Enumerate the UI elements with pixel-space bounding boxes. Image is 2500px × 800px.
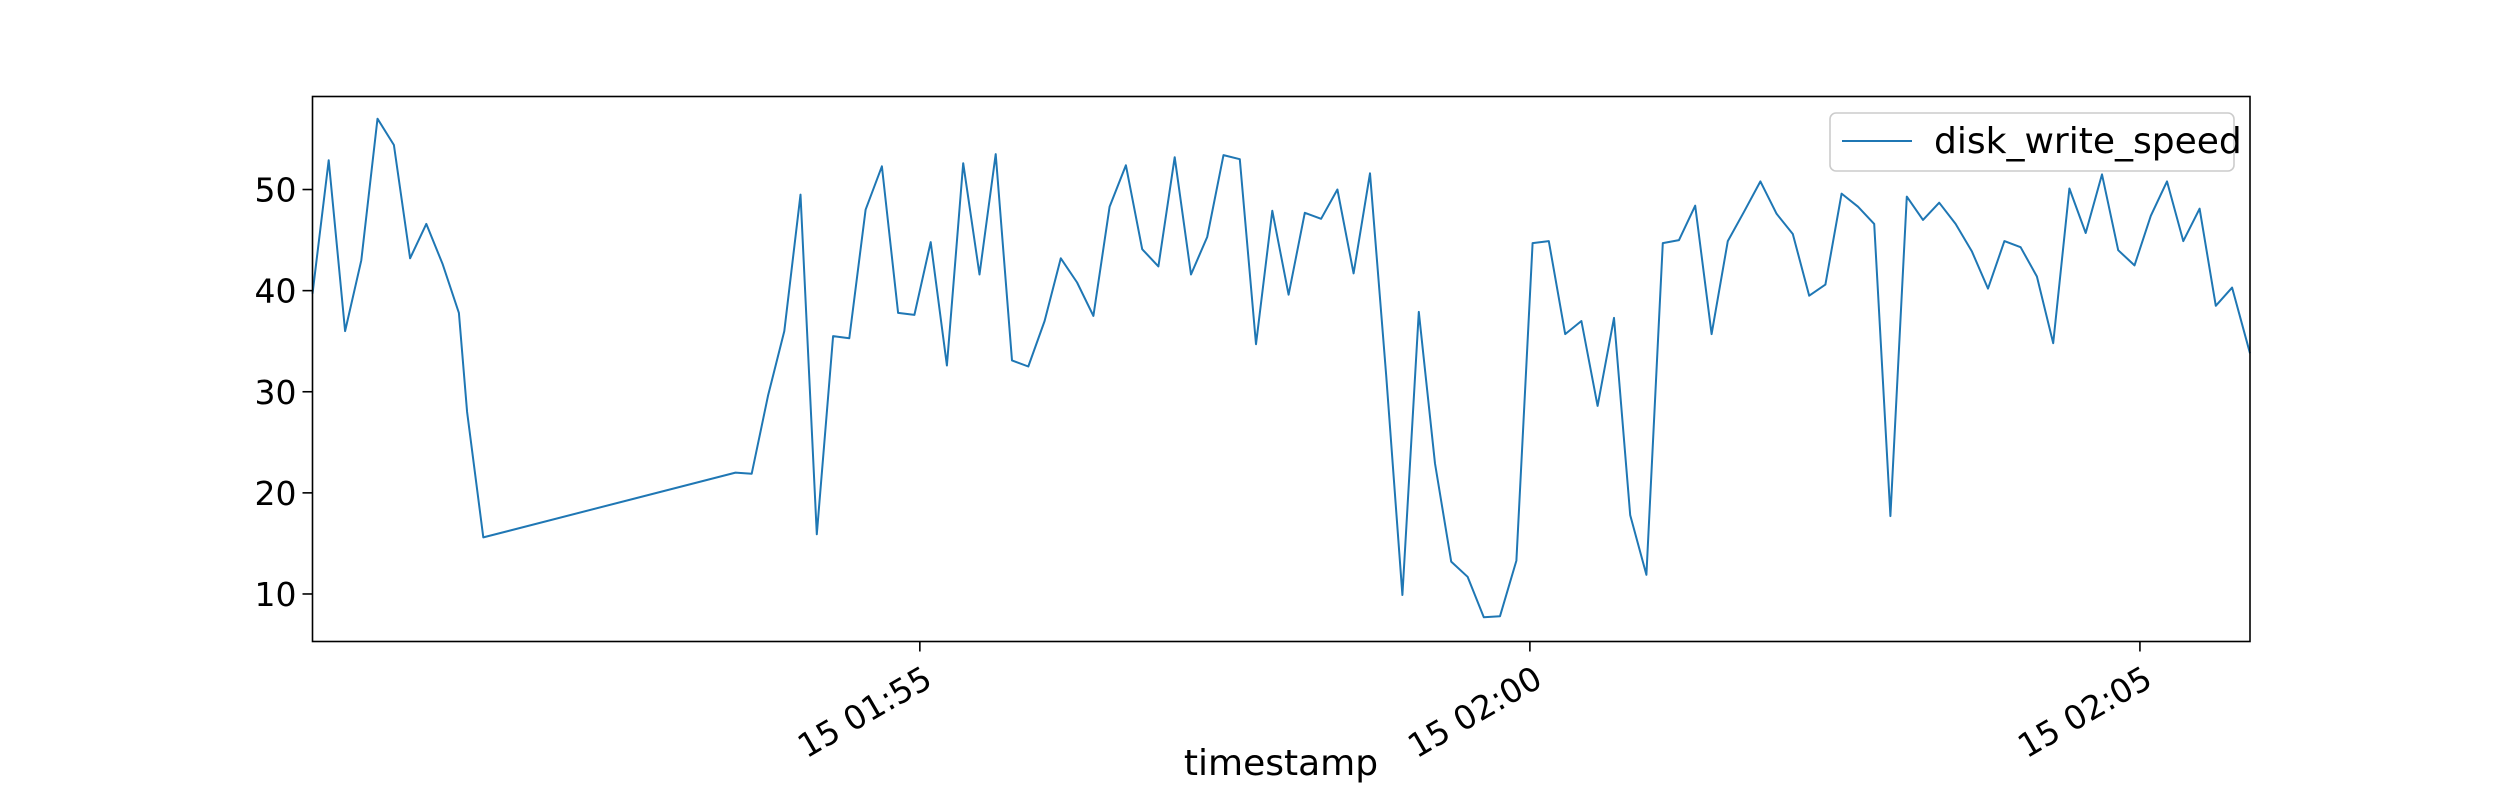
y-tick-label: 40 bbox=[255, 272, 297, 311]
series-layer bbox=[311, 117, 2251, 619]
y-tick-label: 20 bbox=[255, 474, 297, 513]
legend-label: disk_write_speed bbox=[1934, 121, 2242, 162]
y-axis: 10 20 30 40 50 bbox=[255, 171, 313, 614]
legend: disk_write_speed bbox=[1829, 112, 2242, 172]
series-line-0 bbox=[311, 117, 2251, 619]
y-tick-label: 30 bbox=[255, 373, 297, 412]
legend-box bbox=[1829, 112, 2235, 172]
x-axis-title: timestamp bbox=[1184, 743, 1378, 784]
y-tick-label: 50 bbox=[255, 171, 297, 210]
y-tick-label: 10 bbox=[255, 575, 297, 614]
plot-area-frame bbox=[311, 95, 2251, 643]
